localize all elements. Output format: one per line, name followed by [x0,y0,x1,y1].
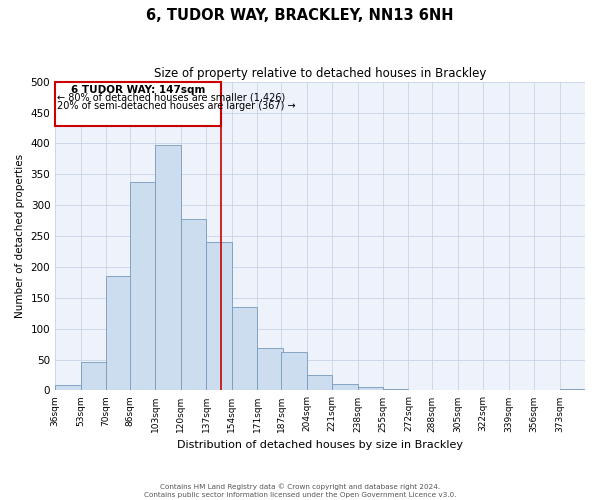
Bar [55,82,221,126]
Bar [55,386,80,390]
Text: 20% of semi-detached houses are larger (367) →: 20% of semi-detached houses are larger (… [56,102,295,112]
Text: 6 TUDOR WAY: 147sqm: 6 TUDOR WAY: 147sqm [71,85,205,95]
Bar [383,388,409,390]
Bar [332,384,358,390]
Bar [155,144,181,390]
Bar [80,362,106,390]
Bar [307,375,332,390]
X-axis label: Distribution of detached houses by size in Brackley: Distribution of detached houses by size … [177,440,463,450]
Y-axis label: Number of detached properties: Number of detached properties [15,154,25,318]
Bar [130,182,155,390]
Bar [206,242,232,390]
Bar [358,386,383,390]
Bar [257,348,283,391]
Bar [106,276,131,390]
Bar [560,388,585,390]
Bar [281,352,307,391]
Text: ← 80% of detached houses are smaller (1,426): ← 80% of detached houses are smaller (1,… [56,93,285,103]
Text: Contains HM Land Registry data © Crown copyright and database right 2024.
Contai: Contains HM Land Registry data © Crown c… [144,484,456,498]
Bar [232,307,257,390]
Bar [181,219,206,390]
Text: 6, TUDOR WAY, BRACKLEY, NN13 6NH: 6, TUDOR WAY, BRACKLEY, NN13 6NH [146,8,454,22]
Title: Size of property relative to detached houses in Brackley: Size of property relative to detached ho… [154,68,486,80]
